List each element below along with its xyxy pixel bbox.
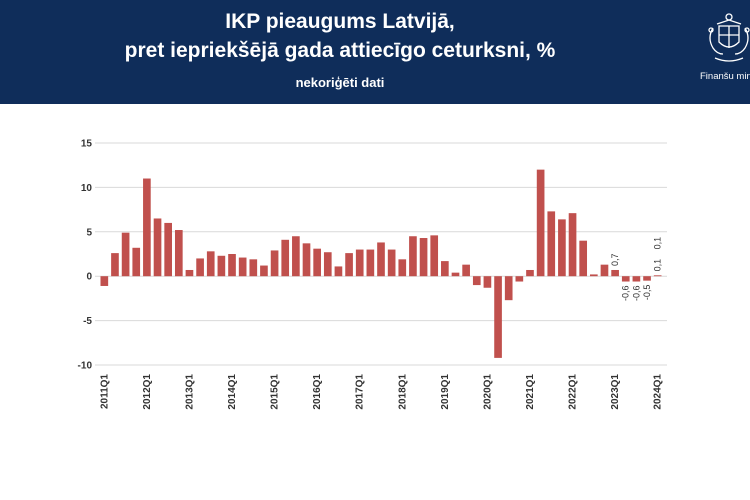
bar-2020Q2	[494, 276, 502, 358]
x-tick-label: 2015Q1	[270, 374, 281, 410]
data-label: 0,1	[653, 237, 663, 250]
bar-2014Q3	[249, 259, 258, 277]
y-tick-label: 15	[81, 139, 93, 150]
ministry-logo-text: Finanšu mini	[700, 71, 750, 82]
y-tick-label: 5	[86, 227, 92, 238]
bar-2021Q1	[526, 269, 534, 277]
bar-2015Q3	[292, 236, 300, 277]
bar-2011Q4	[132, 247, 141, 277]
coat-of-arms-icon	[708, 13, 750, 62]
x-tick-label: 2018Q1	[397, 374, 408, 410]
bar-2020Q4	[515, 276, 524, 282]
bar-2017Q2	[366, 249, 375, 277]
data-label: -0,6	[631, 286, 641, 302]
x-tick-label: 2023Q1	[610, 374, 621, 410]
bar-2013Q2	[196, 258, 204, 277]
bar-2011Q2	[111, 253, 119, 277]
bar-2015Q4	[302, 243, 311, 277]
y-tick-label: -5	[83, 316, 92, 327]
chart-grid	[95, 142, 667, 366]
bar-2021Q2	[536, 169, 545, 277]
data-label: -0,5	[642, 285, 652, 301]
bar-2023Q3	[632, 276, 641, 282]
bar-2023Q1	[611, 269, 619, 277]
bar-2021Q4	[558, 219, 566, 277]
bar-2019Q3	[462, 264, 470, 277]
bar-2019Q4	[472, 276, 481, 286]
bar-2017Q4	[387, 249, 396, 277]
bar-2016Q2	[323, 252, 332, 277]
bar-2012Q1	[143, 178, 151, 277]
bar-2018Q4	[430, 235, 439, 277]
x-tick-label: 2016Q1	[312, 374, 323, 410]
bar-2014Q2	[238, 257, 247, 277]
bar-2022Q1	[568, 213, 577, 277]
bar-2019Q1	[441, 261, 449, 277]
chart-title-line2: pret iepriekšējā gada attiecīgo ceturksn…	[124, 39, 556, 62]
x-tick-label: 2019Q1	[440, 374, 451, 410]
bar-2012Q3	[164, 222, 173, 277]
x-tick-label: 2024Q1	[653, 374, 664, 410]
x-tick-label: 2022Q1	[568, 374, 579, 410]
x-tick-label: 2017Q1	[355, 374, 366, 410]
gdp-growth-chart: 15 10 5 0 -5 -10 2011Q1 2012Q1 2013Q1 2014Q1 2015Q…	[78, 139, 667, 410]
bar-2020Q1	[483, 276, 492, 288]
bar-2018Q1	[398, 259, 407, 277]
bar-2018Q2	[409, 236, 417, 277]
data-label: 0,7	[610, 253, 620, 266]
x-tick-label: 2020Q1	[482, 374, 493, 410]
bar-2017Q1	[355, 249, 364, 277]
bar-2013Q3	[206, 251, 215, 277]
bar-2015Q2	[281, 239, 290, 277]
bar-2018Q3	[419, 238, 428, 277]
y-tick-label: 0	[86, 272, 92, 283]
bar-2023Q2	[621, 276, 630, 282]
bar-2011Q3	[121, 232, 130, 277]
bar-2015Q1	[270, 250, 279, 277]
bar-2011Q1	[100, 276, 109, 286]
bar-2020Q3	[504, 276, 513, 301]
bar-2023Q4	[643, 276, 651, 281]
bar-2014Q4	[260, 265, 268, 277]
x-tick-label: 2012Q1	[142, 374, 153, 410]
bar-2016Q1	[313, 248, 321, 277]
bar-2021Q3	[547, 211, 556, 277]
bar-2022Q3	[589, 274, 598, 277]
bar-2013Q4	[217, 255, 226, 277]
header-banner: IKP pieaugums Latvijā, pret iepriekšējā …	[0, 0, 750, 104]
x-tick-label: 2011Q1	[99, 374, 110, 409]
x-tick-label: 2013Q1	[184, 374, 195, 410]
chart-title-line1: IKP pieaugums Latvijā,	[225, 10, 455, 33]
bar-2022Q2	[579, 240, 588, 277]
bar-2019Q2	[451, 272, 460, 277]
bar-2016Q3	[334, 266, 343, 277]
bar-2014Q1	[228, 254, 236, 277]
x-tick-label: 2021Q1	[525, 374, 536, 410]
bar-2022Q4	[600, 264, 609, 277]
bar-2016Q4	[345, 253, 353, 277]
bar-2017Q3	[377, 242, 385, 277]
chart-bars	[100, 169, 662, 358]
bar-2012Q4	[174, 230, 183, 277]
data-label: -0,6	[621, 286, 631, 302]
bar-2024Q1	[653, 275, 662, 277]
chart-labels: 15 10 5 0 -5 -10 2011Q1 2012Q1 2013Q1 2014Q1 2015Q…	[78, 139, 664, 410]
x-tick-label: 2014Q1	[227, 374, 238, 410]
bar-2013Q1	[185, 269, 194, 277]
bar-2012Q2	[153, 218, 162, 277]
y-tick-label: -10	[78, 361, 93, 372]
data-label: 0,1	[653, 259, 663, 272]
chart-subtitle: nekoriģēti dati	[295, 75, 385, 90]
y-tick-label: 10	[81, 183, 93, 194]
